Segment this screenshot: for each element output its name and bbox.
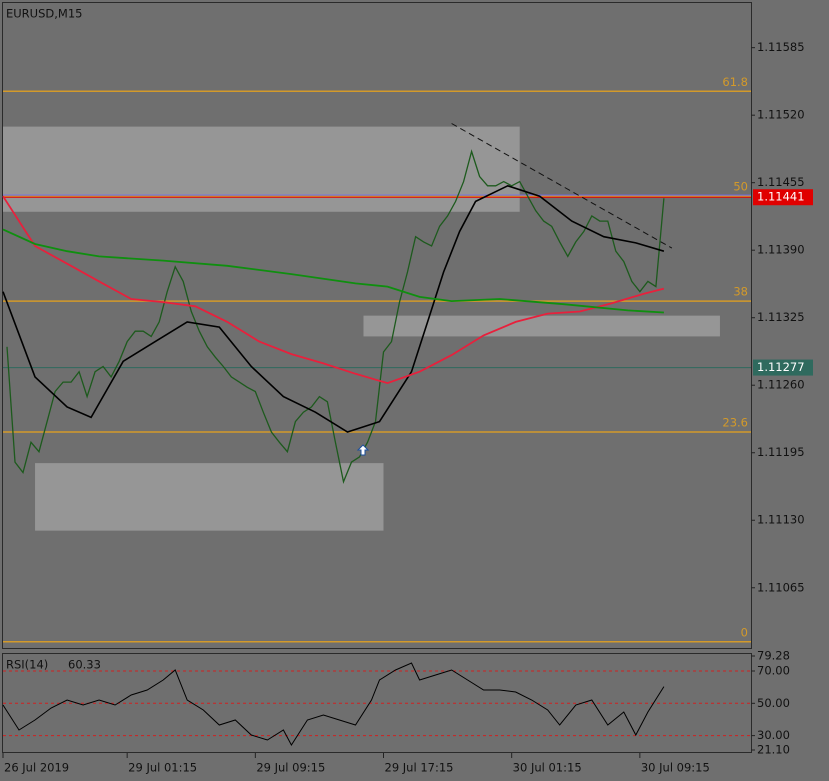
y-tick-label: 70.00 xyxy=(757,663,790,677)
fib-label: 0 xyxy=(741,625,748,639)
fib-label: 23.6 xyxy=(722,415,748,429)
x-tick-label: 30 Jul 09:15 xyxy=(641,761,710,775)
x-tick-label: 26 Jul 2019 xyxy=(4,761,69,775)
fib-label: 38 xyxy=(733,285,748,299)
x-tick-label: 29 Jul 09:15 xyxy=(256,761,325,775)
main-panel xyxy=(2,2,752,649)
price-series xyxy=(6,149,665,485)
x-tick-label: 30 Jul 01:15 xyxy=(513,761,582,775)
y-tick-label: 21.10 xyxy=(757,743,790,757)
rsi-line xyxy=(2,662,665,746)
rsi-value: 60.33 xyxy=(68,658,101,672)
zone xyxy=(363,315,720,337)
rsi-label: RSI(14) xyxy=(6,658,48,672)
x-tick-label: 29 Jul 01:15 xyxy=(128,761,197,775)
price-series xyxy=(2,184,665,433)
fib-label: 50 xyxy=(733,180,748,194)
main-layer: 61.8 50 38 23.6 0 xyxy=(2,75,751,643)
price-tag xyxy=(753,189,813,206)
price-tag-label: 1.11441 xyxy=(757,190,805,204)
y-tick-label: 1.11585 xyxy=(757,40,805,54)
y-tick-label: 1.11195 xyxy=(757,445,805,459)
y-tick-label: 79.28 xyxy=(757,649,790,663)
price-tag xyxy=(753,359,813,376)
price-tag-label: 1.11277 xyxy=(757,360,805,374)
price-series xyxy=(2,195,665,385)
zone xyxy=(3,126,520,212)
buy-arrow xyxy=(356,444,370,456)
fib-label: 61.8 xyxy=(722,75,748,89)
y-tick-label: 30.00 xyxy=(757,728,790,742)
y-tick-label: 1.11260 xyxy=(757,378,805,392)
y-tick-label: 1.11520 xyxy=(757,108,805,122)
rsi-layer xyxy=(2,662,751,746)
y-tick-label: 1.11455 xyxy=(757,175,805,189)
chart-title: EURUSD,M15 xyxy=(6,7,82,21)
zone xyxy=(35,463,384,531)
y-tick-label: 1.11325 xyxy=(757,310,805,324)
trendline xyxy=(451,123,673,249)
x-tick-label: 29 Jul 17:15 xyxy=(385,761,454,775)
y-tick-label: 1.11130 xyxy=(757,513,805,527)
y-tick-label: 1.11065 xyxy=(757,580,805,594)
y-tick-label: 1.11390 xyxy=(757,243,805,257)
price-series xyxy=(2,228,664,314)
y-tick-label: 50.00 xyxy=(757,696,790,710)
